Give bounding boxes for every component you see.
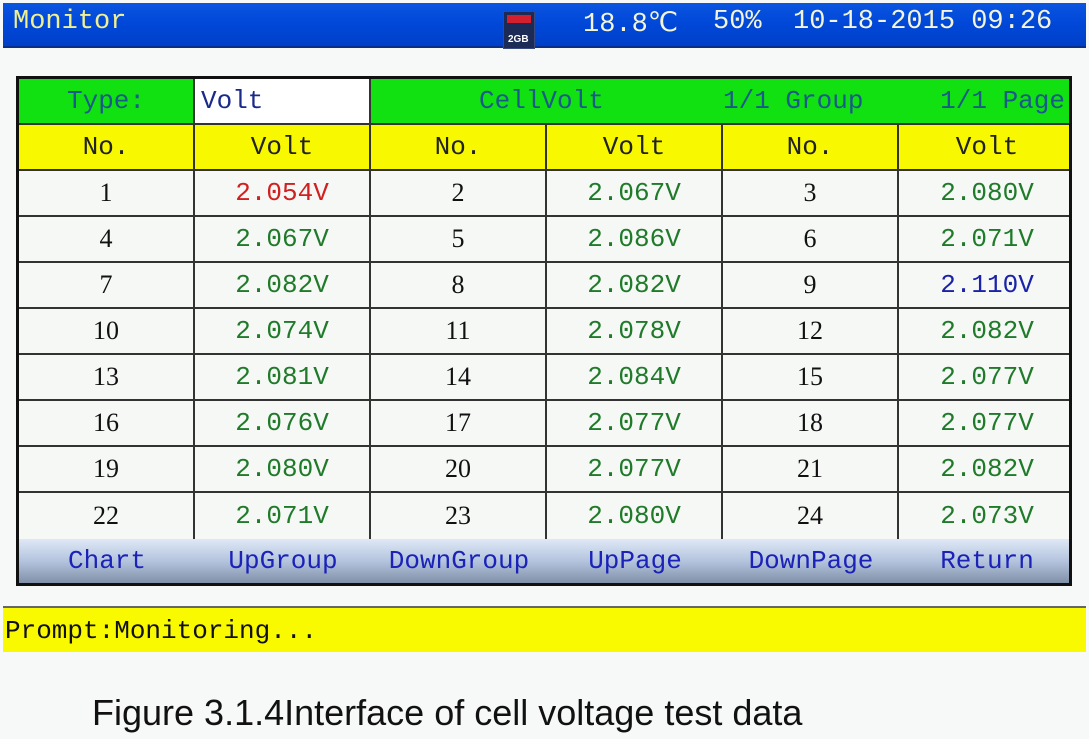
cell-number: 7 bbox=[19, 263, 195, 307]
column-header-row: No. Volt No. Volt No. Volt bbox=[19, 125, 1069, 171]
cell-number: 13 bbox=[19, 355, 195, 399]
cell-voltage: 2.071V bbox=[940, 224, 1034, 254]
down-page-button[interactable]: DownPage bbox=[748, 546, 874, 576]
cell-number: 9 bbox=[723, 263, 899, 307]
cell-number: 10 bbox=[19, 309, 195, 353]
cell-number: 5 bbox=[371, 217, 547, 261]
cell-voltage: 2.080V bbox=[547, 493, 723, 539]
cell-voltage: 2.071V bbox=[195, 493, 371, 539]
cell-voltage: 2.073V bbox=[940, 501, 1034, 531]
cell-voltage: 2.080V bbox=[195, 447, 371, 491]
button-bar: Chart UpGroup DownGroup UpPage DownPage … bbox=[19, 539, 1069, 583]
cell-number: 2 bbox=[371, 171, 547, 215]
table-row: 7 2.082V 8 2.082V 9 2.110V bbox=[19, 263, 1069, 309]
cell-number: 11 bbox=[371, 309, 547, 353]
cell-number: 19 bbox=[19, 447, 195, 491]
column-header-no: No. bbox=[371, 125, 547, 169]
cell-voltage: 2.054V bbox=[195, 171, 371, 215]
cell-voltage: 2.110V bbox=[940, 270, 1034, 300]
column-header-no: No. bbox=[723, 125, 899, 169]
cell-voltage: 2.077V bbox=[940, 408, 1034, 438]
column-header-volt: Volt bbox=[547, 125, 723, 169]
sd-card-capacity: 2GB bbox=[508, 34, 529, 45]
pagination-info: 1/1 Group 1/1 Page bbox=[723, 79, 1075, 123]
up-group-button[interactable]: UpGroup bbox=[228, 546, 338, 576]
cell-voltage: 2.077V bbox=[547, 401, 723, 445]
cell-voltage: 2.078V bbox=[547, 309, 723, 353]
cell-number: 6 bbox=[723, 217, 899, 261]
cell-number: 23 bbox=[371, 493, 547, 539]
cell-number: 14 bbox=[371, 355, 547, 399]
title-bar: Monitor 2GB 18.8℃ 50% 10-18-2015 09:26 bbox=[3, 3, 1086, 49]
cell-number: 22 bbox=[19, 493, 195, 539]
table-row: 1 2.054V 2 2.067V 3 2.080V bbox=[19, 171, 1069, 217]
sd-card-icon: 2GB bbox=[503, 11, 535, 49]
cell-voltage: 2.077V bbox=[940, 362, 1034, 392]
cell-number: 12 bbox=[723, 309, 899, 353]
column-header-volt: Volt bbox=[955, 132, 1019, 162]
cell-voltage: 2.082V bbox=[940, 454, 1034, 484]
return-button[interactable]: Return bbox=[940, 546, 1034, 576]
cell-voltage: 2.082V bbox=[547, 263, 723, 307]
prompt-text: Prompt:Monitoring... bbox=[5, 616, 318, 646]
cell-voltage: 2.082V bbox=[195, 263, 371, 307]
cell-number: 18 bbox=[723, 401, 899, 445]
cell-voltage: 2.074V bbox=[195, 309, 371, 353]
table-row: 22 2.071V 23 2.080V 24 2.073V bbox=[19, 493, 1069, 539]
temperature-readout: 18.8℃ bbox=[583, 10, 679, 40]
cell-voltage: 2.077V bbox=[547, 447, 723, 491]
table-row: 16 2.076V 17 2.077V 18 2.077V bbox=[19, 401, 1069, 447]
column-header-volt: Volt bbox=[195, 125, 371, 169]
prompt-bar: Prompt:Monitoring... bbox=[3, 606, 1086, 652]
cell-number: 24 bbox=[723, 493, 899, 539]
cell-voltage: 2.081V bbox=[195, 355, 371, 399]
cell-voltage: 2.084V bbox=[547, 355, 723, 399]
cell-number: 15 bbox=[723, 355, 899, 399]
cell-voltage: 2.086V bbox=[547, 217, 723, 261]
cell-voltage: 2.080V bbox=[940, 178, 1034, 208]
table-row: 10 2.074V 11 2.078V 12 2.082V bbox=[19, 309, 1069, 355]
cell-voltage-table: Type: Volt CellVolt 1/1 Group 1/1 Page N… bbox=[16, 76, 1072, 586]
figure-caption: Figure 3.1.4Interface of cell voltage te… bbox=[92, 692, 803, 733]
datetime-readout: 10-18-2015 09:26 bbox=[793, 7, 1053, 37]
table-info-row: Type: Volt CellVolt 1/1 Group 1/1 Page bbox=[19, 79, 1069, 125]
down-group-button[interactable]: DownGroup bbox=[388, 546, 530, 576]
cell-number: 21 bbox=[723, 447, 899, 491]
cell-number: 4 bbox=[19, 217, 195, 261]
group-indicator: 1/1 Group bbox=[723, 86, 864, 116]
cell-voltage: 2.076V bbox=[195, 401, 371, 445]
table-row: 19 2.080V 20 2.077V 21 2.082V bbox=[19, 447, 1069, 493]
up-page-button[interactable]: UpPage bbox=[588, 546, 682, 576]
cell-number: 1 bbox=[19, 171, 195, 215]
sd-card-label bbox=[507, 15, 531, 23]
table-row: 4 2.067V 5 2.086V 6 2.071V bbox=[19, 217, 1069, 263]
cell-number: 20 bbox=[371, 447, 547, 491]
cell-number: 3 bbox=[723, 171, 899, 215]
cell-voltage: 2.067V bbox=[195, 217, 371, 261]
column-header-no: No. bbox=[19, 125, 195, 169]
page-indicator: 1/1 Page bbox=[940, 86, 1065, 116]
cell-voltage: 2.082V bbox=[940, 316, 1034, 346]
cell-number: 17 bbox=[371, 401, 547, 445]
cell-voltage: 2.067V bbox=[547, 171, 723, 215]
mode-label: CellVolt bbox=[479, 86, 604, 116]
humidity-readout: 50% bbox=[713, 7, 762, 37]
type-select[interactable]: Volt bbox=[195, 79, 371, 123]
cell-number: 16 bbox=[19, 401, 195, 445]
screen-title: Monitor bbox=[13, 7, 127, 37]
table-row: 13 2.081V 14 2.084V 15 2.077V bbox=[19, 355, 1069, 401]
cell-number: 8 bbox=[371, 263, 547, 307]
type-label: Type: bbox=[19, 79, 195, 123]
chart-button[interactable]: Chart bbox=[67, 546, 146, 576]
